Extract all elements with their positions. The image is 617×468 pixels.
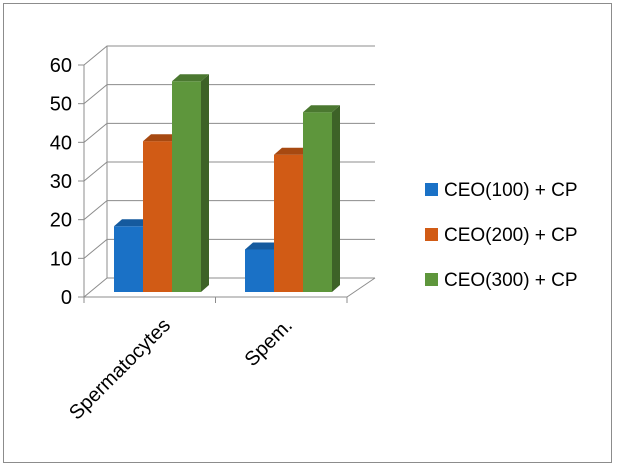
bar (172, 74, 209, 293)
floor-right-edge (346, 277, 376, 298)
x-category-label: Spermatocytes (65, 314, 175, 424)
x-axis-labels: Spermatocytes Spem. (65, 314, 297, 424)
y-tick-label: 50 (50, 94, 72, 116)
bar-front-face (303, 112, 332, 292)
legend-item: CEO(300) + CP (425, 270, 578, 291)
bar-top-face (274, 147, 311, 155)
legend-swatch (425, 183, 438, 196)
bar-front-face (245, 249, 274, 292)
legend-label: CEO(100) + CP (444, 180, 578, 201)
gridline (83, 84, 375, 105)
bar (303, 105, 340, 292)
bar-top-face (143, 134, 180, 142)
y-axis-ticks: 0 10 20 30 40 50 60 (50, 55, 72, 309)
gridline (83, 45, 375, 66)
legend-item: CEO(200) + CP (425, 225, 578, 246)
x-category-label: Spem. (241, 314, 297, 370)
legend-swatch (425, 273, 438, 286)
y-tick-label: 60 (50, 55, 72, 77)
bar-side-face (201, 74, 209, 293)
bar-front-face (143, 141, 172, 292)
bar-side-face (332, 105, 340, 292)
bar-top-face (172, 74, 209, 82)
bar-front-face (114, 226, 143, 292)
y-tick-label: 20 (50, 210, 72, 232)
y-tick-label: 10 (50, 248, 72, 270)
legend-label: CEO(300) + CP (444, 270, 578, 291)
bars (114, 74, 340, 293)
legend: CEO(100) + CP CEO(200) + CP CEO(300) + CP (425, 180, 578, 291)
legend-label: CEO(200) + CP (444, 225, 578, 246)
bar-top-face (303, 105, 340, 113)
bar-front-face (172, 81, 201, 293)
legend-swatch (425, 228, 438, 241)
bar-top-face (114, 219, 151, 227)
gridline (83, 122, 375, 143)
y-tick-label: 0 (61, 287, 72, 309)
bar-top-face (245, 242, 282, 250)
bar-front-face (274, 154, 303, 292)
y-tick-label: 30 (50, 171, 72, 193)
legend-item: CEO(100) + CP (425, 180, 578, 201)
y-tick-label: 40 (50, 132, 72, 154)
